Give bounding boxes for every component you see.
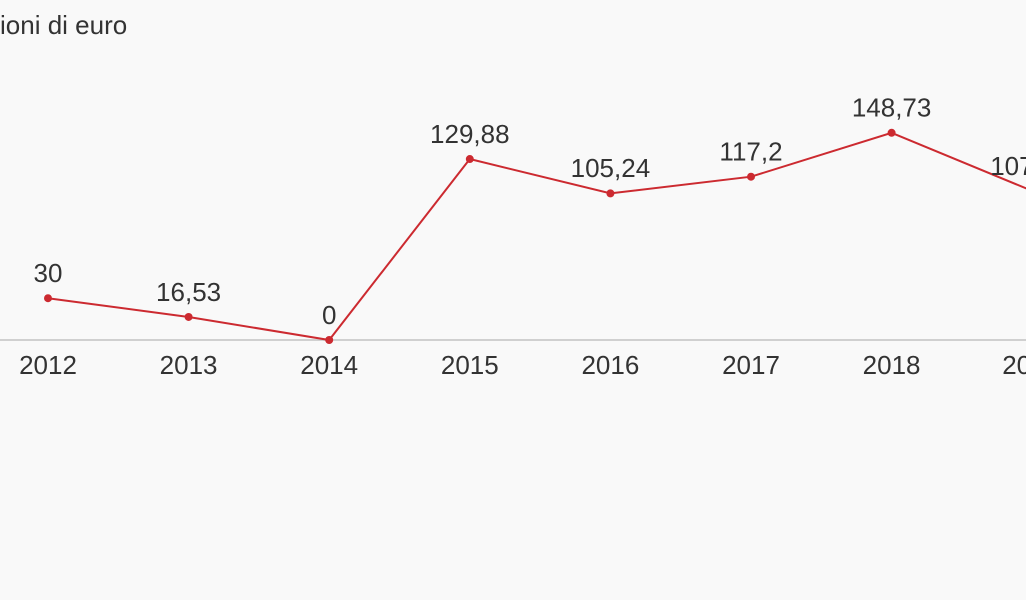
x-tick-label: 2012: [19, 350, 77, 380]
data-line: [47, 131, 1026, 342]
x-tick-label: 2013: [160, 350, 218, 380]
value-label: 129,88: [430, 119, 510, 149]
value-label: 117,2: [719, 137, 782, 167]
data-point: [887, 128, 896, 137]
chart-title: ioni di euro: [0, 10, 127, 40]
data-point: [184, 312, 193, 321]
data-point: [325, 336, 334, 344]
data-point: [606, 189, 615, 198]
x-tick-label: 2017: [722, 350, 780, 380]
value-label: 105,24: [571, 153, 651, 183]
data-point: [747, 172, 755, 181]
value-label: 0: [322, 300, 336, 330]
value-label: 107: [990, 151, 1026, 181]
value-label: 148,73: [852, 93, 932, 123]
data-point: [44, 294, 52, 303]
x-tick-label: 20: [1002, 350, 1026, 380]
x-tick-label: 2014: [300, 350, 358, 380]
data-point: [465, 155, 474, 164]
x-tick-label: 2015: [441, 350, 499, 380]
x-tick-label: 2018: [863, 350, 921, 380]
value-label: 16,53: [156, 277, 221, 307]
x-tick-label: 2016: [581, 350, 639, 380]
value-label: 30: [34, 258, 63, 288]
